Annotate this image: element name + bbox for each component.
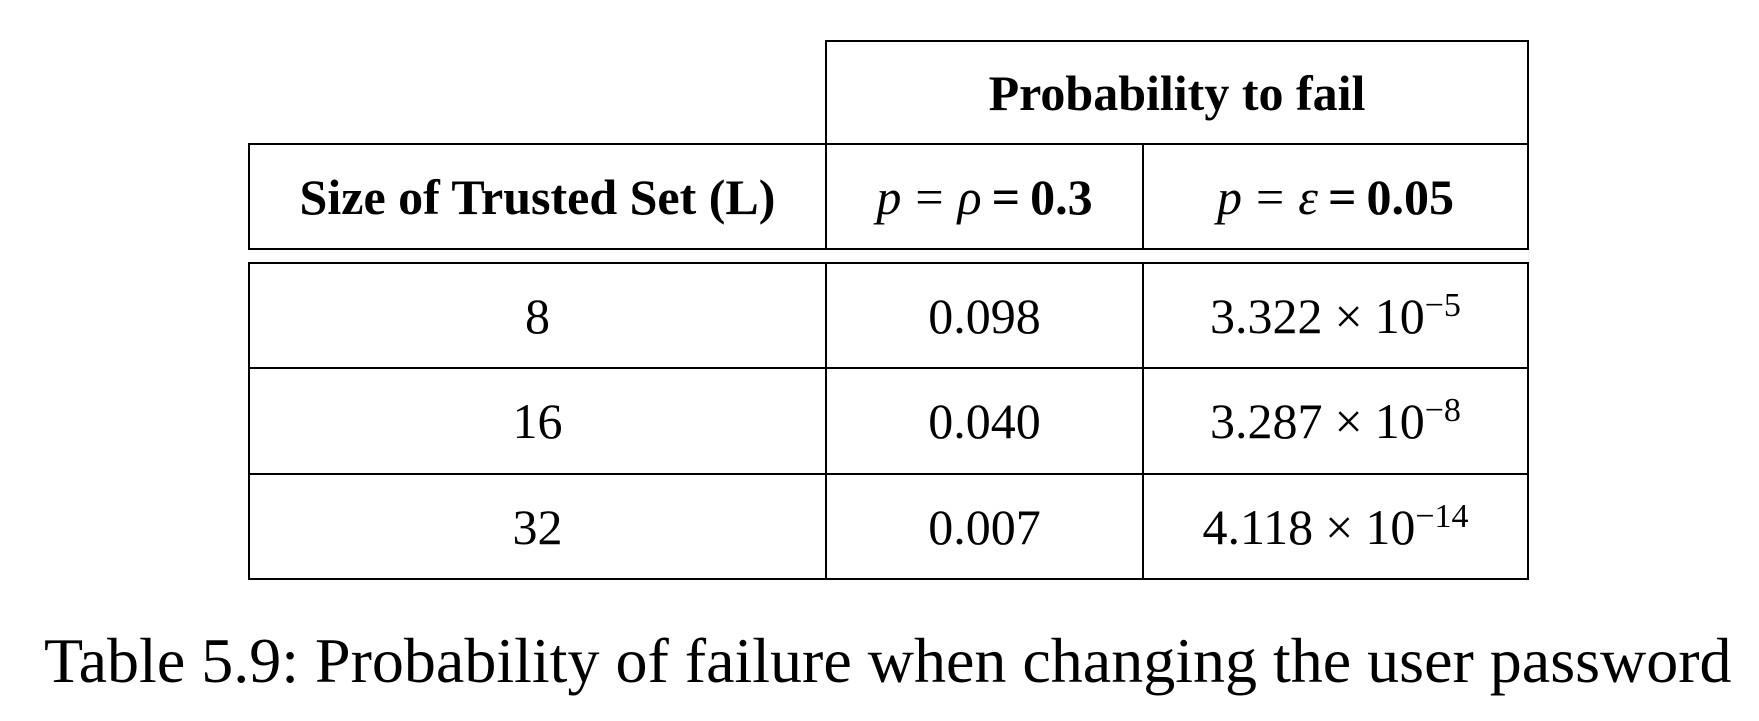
cell-size: 32 <box>512 498 563 555</box>
cell-p1: 0.007 <box>928 498 1041 555</box>
col-header-size-text: Size of Trusted Set (L) <box>299 168 776 225</box>
param-value-rho: 0.3 <box>1030 168 1093 225</box>
bold-equals: = <box>1327 168 1357 225</box>
col-header-p-rho: p = ρ = 0.3 <box>826 144 1143 249</box>
cell-size: 16 <box>512 393 563 449</box>
cell-exponent: −14 <box>1415 497 1469 535</box>
table-row-3-size: 32 <box>249 474 826 579</box>
col-header-size: Size of Trusted Set (L) <box>249 144 826 249</box>
table-row-1-size: 8 <box>249 263 826 368</box>
table-rule <box>248 143 250 250</box>
table-rule <box>248 143 1529 145</box>
table-row-1-p1: 0.098 <box>826 263 1143 368</box>
cell-base: 10 <box>1365 498 1416 555</box>
times-sign: × <box>1334 287 1363 344</box>
table-row-3-p1: 0.007 <box>826 474 1143 579</box>
cell-exponent: −5 <box>1424 286 1461 324</box>
table-rule <box>248 367 1529 369</box>
cell-p1: 0.040 <box>928 393 1041 449</box>
table-row-1-p2: 3.322 × 10 −5 <box>1143 263 1528 368</box>
math-var-p: p <box>876 168 902 225</box>
times-sign: × <box>1325 498 1354 555</box>
table-rule <box>825 40 1529 42</box>
cell-mantissa: 4.118 <box>1202 498 1314 555</box>
table-rule <box>248 473 1529 475</box>
math-symbol-epsilon: ε <box>1298 168 1318 225</box>
table-row-2-p1: 0.040 <box>826 368 1143 474</box>
group-header-text: Probability to fail <box>988 64 1366 121</box>
group-header-probability: Probability to fail <box>826 41 1528 144</box>
cell-mantissa: 3.287 <box>1210 393 1323 449</box>
table-rule <box>825 40 827 250</box>
times-sign: × <box>1334 393 1363 449</box>
math-var-p: p <box>1217 168 1243 225</box>
math-equals: = <box>1256 168 1285 225</box>
cell-mantissa: 3.322 <box>1210 287 1323 344</box>
table-caption: Table 5.9: Probability of failure when c… <box>44 625 1732 696</box>
table-rule <box>248 262 250 580</box>
table-row-2-size: 16 <box>249 368 826 474</box>
cell-size: 8 <box>525 287 550 344</box>
cell-base: 10 <box>1374 393 1425 449</box>
table-rule <box>1527 262 1529 580</box>
math-symbol-rho: ρ <box>957 168 982 225</box>
cell-exponent: −8 <box>1424 392 1461 429</box>
table-row-3-p2: 4.118 × 10 −14 <box>1143 474 1528 579</box>
table-rule <box>248 262 1529 264</box>
cell-base: 10 <box>1374 287 1425 344</box>
table-rule <box>1142 262 1144 580</box>
col-header-p-epsilon: p = ε = 0.05 <box>1143 144 1528 249</box>
param-value-epsilon: 0.05 <box>1366 168 1454 225</box>
table-rule <box>1142 143 1144 250</box>
bold-equals: = <box>991 168 1021 225</box>
math-equals: = <box>915 168 944 225</box>
table-row-2-p2: 3.287 × 10 −8 <box>1143 368 1528 474</box>
table-rule <box>1527 40 1529 250</box>
cell-p1: 0.098 <box>928 287 1041 344</box>
table-rule <box>825 262 827 580</box>
table-rule <box>248 248 1529 250</box>
table-rule <box>248 578 1529 580</box>
